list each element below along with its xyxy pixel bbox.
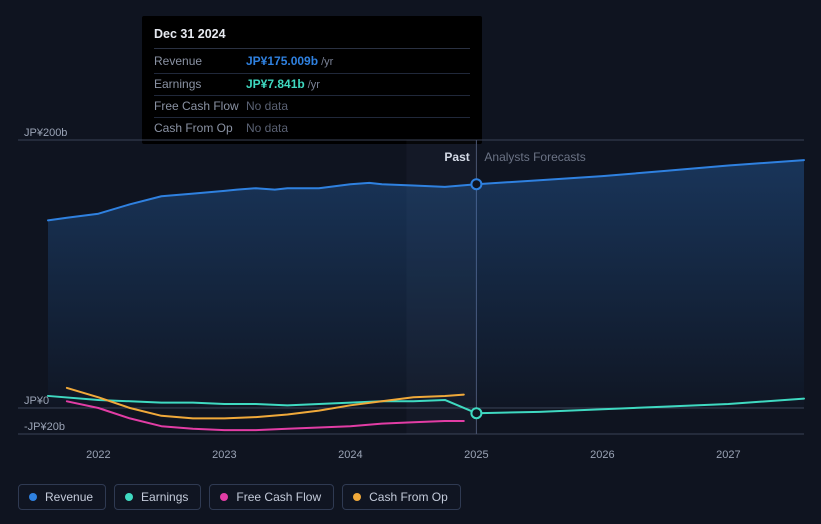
svg-text:2022: 2022 bbox=[86, 449, 110, 461]
svg-text:JP¥0: JP¥0 bbox=[24, 395, 49, 407]
tooltip-label: Free Cash Flow bbox=[154, 96, 246, 118]
svg-text:2027: 2027 bbox=[716, 449, 740, 461]
tooltip-row-earnings: Earnings JP¥7.841b/yr bbox=[154, 73, 470, 96]
tooltip-date: Dec 31 2024 bbox=[154, 24, 470, 49]
tooltip-value: JP¥175.009b bbox=[246, 54, 318, 68]
chart-area[interactable]: JP¥200bJP¥0-JP¥20b2022202320242025202620… bbox=[18, 120, 804, 445]
tooltip-value: JP¥7.841b bbox=[246, 77, 305, 91]
svg-text:-JP¥20b: -JP¥20b bbox=[24, 421, 65, 433]
svg-text:2024: 2024 bbox=[338, 449, 362, 461]
tooltip-unit: /yr bbox=[305, 79, 320, 91]
legend-item-fcf[interactable]: Free Cash Flow bbox=[209, 484, 334, 510]
svg-text:2025: 2025 bbox=[464, 449, 488, 461]
legend-label: Revenue bbox=[45, 490, 93, 504]
legend-label: Earnings bbox=[141, 490, 188, 504]
svg-text:2026: 2026 bbox=[590, 449, 614, 461]
legend-label: Cash From Op bbox=[369, 490, 448, 504]
tooltip-row-fcf: Free Cash Flow No data bbox=[154, 96, 470, 118]
legend-dot bbox=[29, 493, 37, 501]
forecast-label: Analysts Forecasts bbox=[484, 150, 585, 164]
chart-svg: JP¥200b JP¥0 -JP¥20b 2022 2023 2024 2025 2026 20… bbox=[18, 120, 804, 465]
legend-label: Free Cash Flow bbox=[236, 490, 321, 504]
tooltip-row-revenue: Revenue JP¥175.009b/yr bbox=[154, 51, 470, 73]
past-label: Past bbox=[444, 150, 469, 164]
legend-item-earnings[interactable]: Earnings bbox=[114, 484, 201, 510]
tooltip-nodata: No data bbox=[246, 96, 470, 118]
svg-text:2023: 2023 bbox=[212, 449, 236, 461]
tooltip-label: Revenue bbox=[154, 51, 246, 73]
legend-dot bbox=[125, 493, 133, 501]
tooltip-unit: /yr bbox=[318, 56, 333, 68]
legend: Revenue Earnings Free Cash Flow Cash Fro… bbox=[18, 484, 461, 510]
legend-dot bbox=[353, 493, 361, 501]
legend-dot bbox=[220, 493, 228, 501]
tooltip-label: Earnings bbox=[154, 73, 246, 96]
legend-item-cfo[interactable]: Cash From Op bbox=[342, 484, 461, 510]
legend-item-revenue[interactable]: Revenue bbox=[18, 484, 106, 510]
svg-text:JP¥200b: JP¥200b bbox=[24, 127, 67, 139]
